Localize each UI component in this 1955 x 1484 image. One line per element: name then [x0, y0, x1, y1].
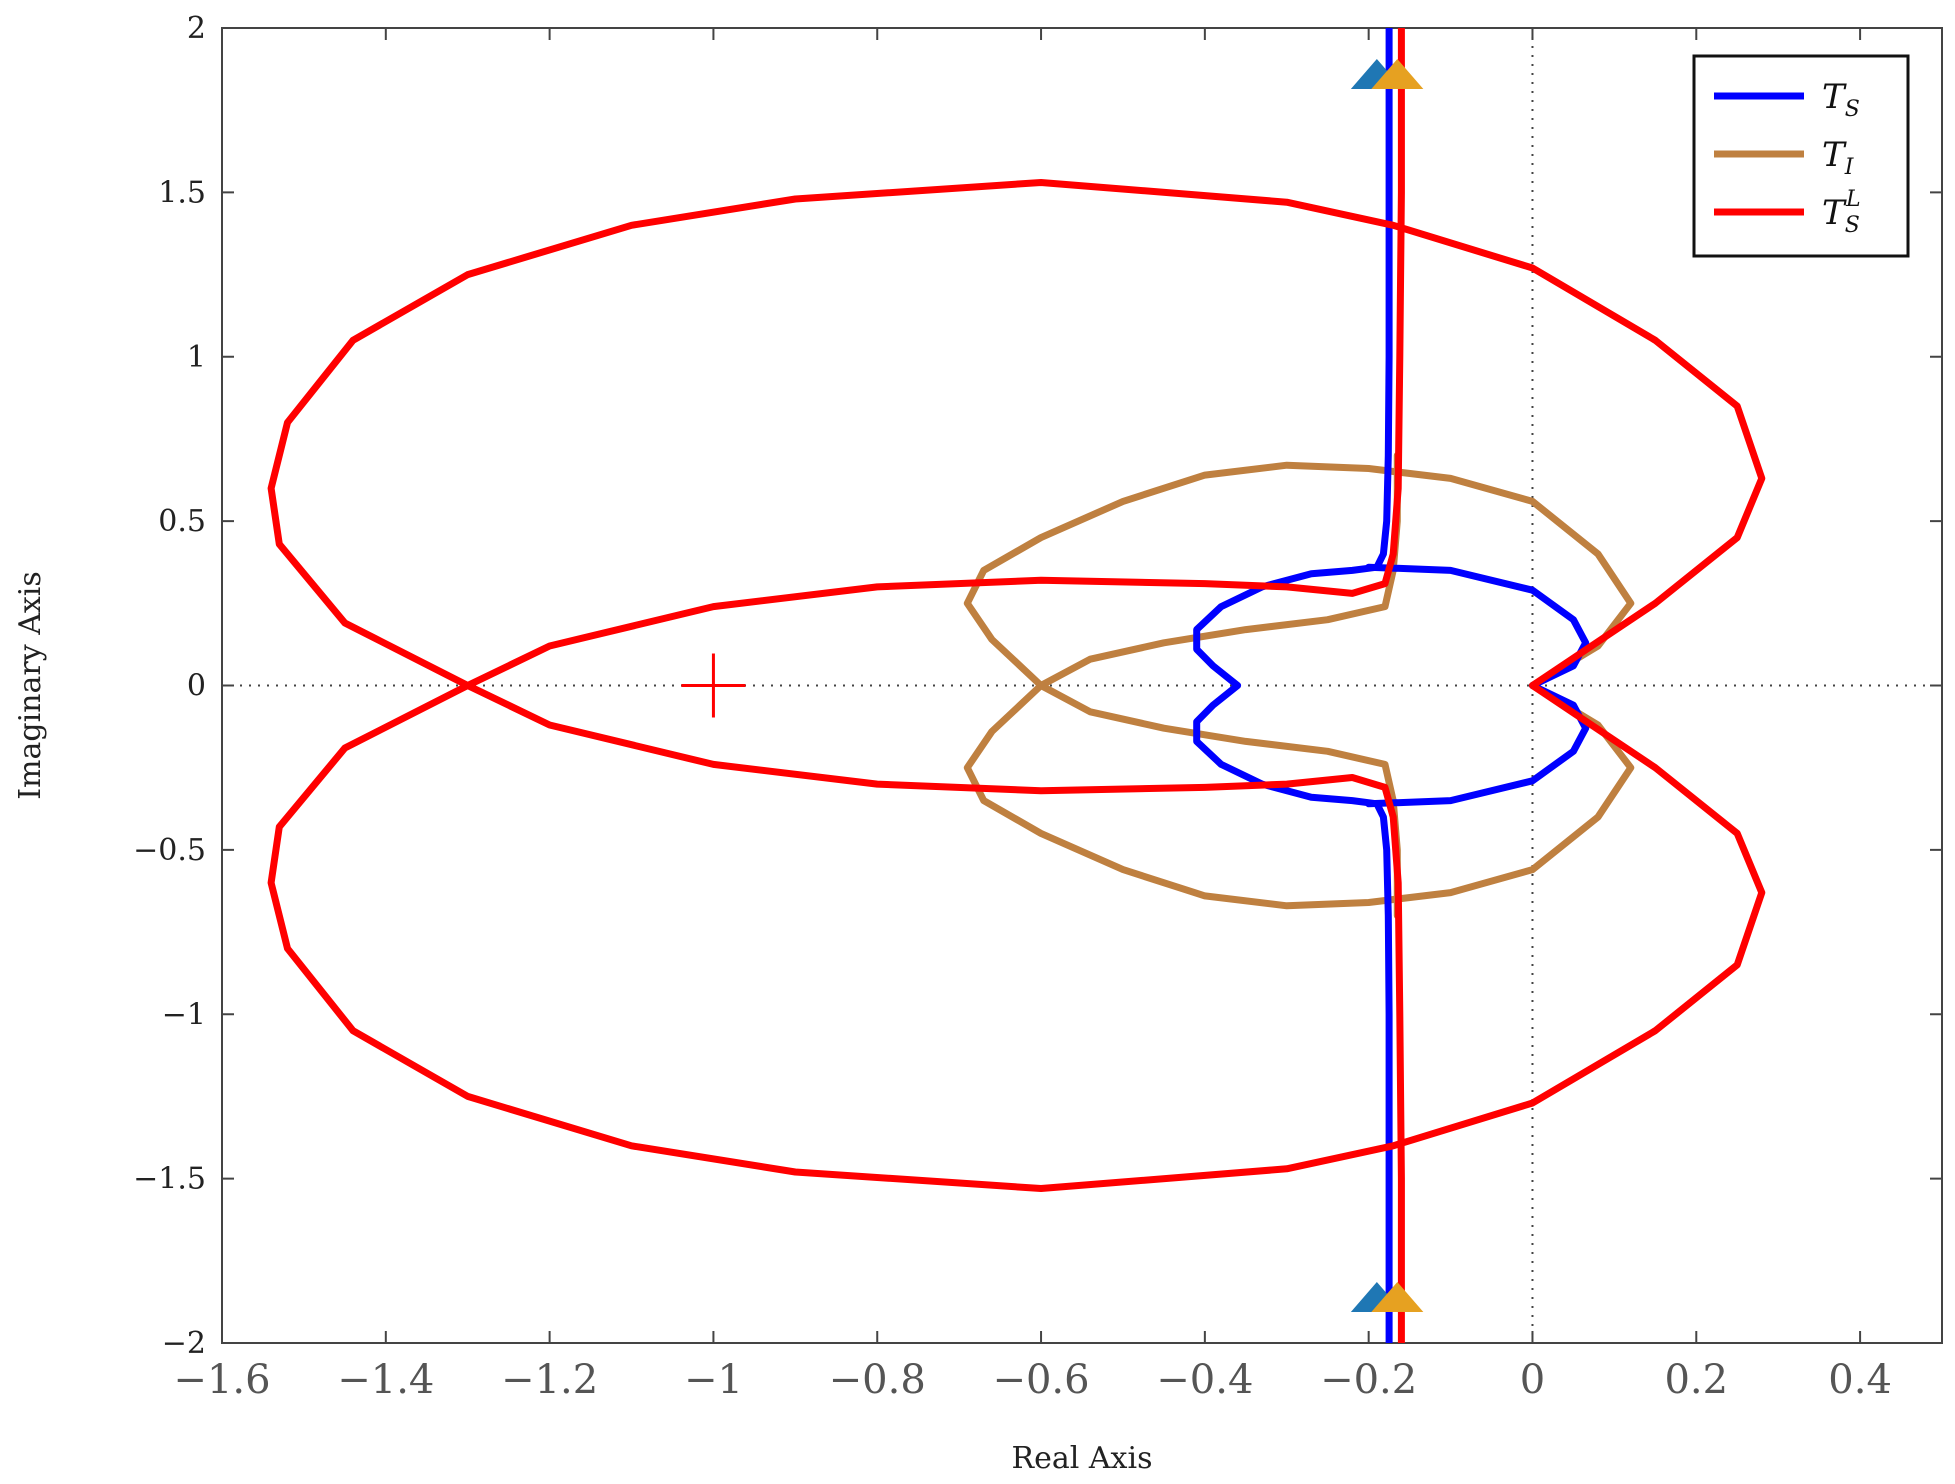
y-tick-label: 2: [187, 11, 206, 46]
x-tick-label: −0.8: [829, 1357, 926, 1403]
plot-area: −1.6 −1.4 −1.2 −1 −0.8 −0.6 −0.4 −0.2 0 0.2 0.4 2 1.…: [133, 11, 1943, 1403]
x-tick-label: −1.2: [501, 1357, 598, 1403]
y-tick-label: 1: [187, 340, 206, 375]
legend-label-t-s: TS: [1822, 77, 1860, 122]
y-tick-label: −0.5: [133, 833, 206, 868]
x-tick-label: −0.2: [1320, 1357, 1417, 1403]
triangle-marker: [1371, 1281, 1424, 1312]
y-tick-label: 0.5: [158, 504, 206, 539]
x-axis-title: Real Axis: [1012, 1441, 1153, 1476]
y-tick-label: 0: [187, 669, 206, 704]
x-tick-label: −1.4: [337, 1357, 434, 1403]
x-tick-label: −1.6: [173, 1357, 270, 1403]
y-tick-label: 1.5: [158, 175, 206, 210]
legend-label-t-i: TI: [1822, 135, 1855, 180]
y-tick-label: −1.5: [133, 1162, 206, 1197]
legend-superscript-t-s-l: L: [1845, 187, 1861, 212]
triangle-marker: [1371, 59, 1424, 90]
x-tick-label: −0.6: [992, 1357, 1089, 1403]
series-line-t-s-l: [267, 28, 1766, 1343]
series-line-t-i: [963, 451, 1635, 910]
x-tick-label: 0.2: [1664, 1357, 1728, 1403]
x-tick-label: 0.4: [1828, 1357, 1892, 1403]
series-line-t-s: [1193, 28, 1393, 1343]
x-tick-label: −0.4: [1156, 1357, 1253, 1403]
legend-label-t-s-l: TS: [1822, 193, 1860, 238]
series-group: [267, 28, 1766, 1343]
x-tick-label: −1: [684, 1357, 743, 1403]
series-line-t-i: [963, 461, 1635, 920]
y-tick-label: −2: [162, 1326, 206, 1361]
y-axis-title: Imaginary Axis: [13, 571, 48, 800]
x-tick-label: 0: [1520, 1357, 1545, 1403]
y-tick-label: −1: [162, 997, 206, 1032]
